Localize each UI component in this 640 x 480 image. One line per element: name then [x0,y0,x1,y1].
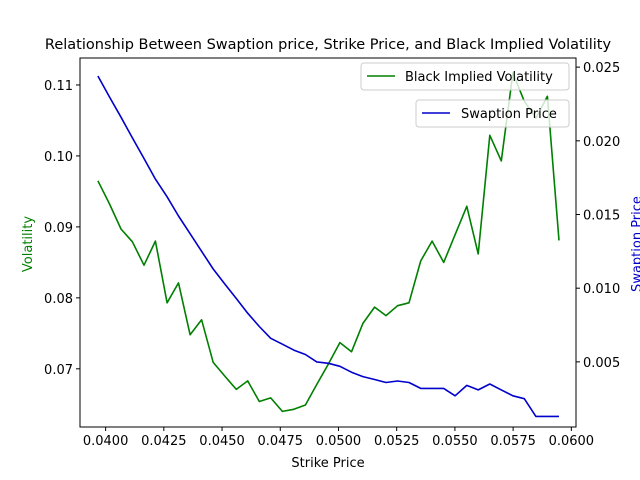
x-tick-label: 0.0600 [549,434,595,449]
x-tick-label: 0.0575 [490,434,536,449]
x-tick-label: 0.0475 [258,434,304,449]
x-tick-label: 0.0525 [374,434,420,449]
y-left-tick-label: 0.09 [44,221,73,236]
y-right-tick-label: 0.020 [583,135,620,150]
x-tick-label: 0.0550 [432,434,478,449]
y-left-tick-label: 0.10 [44,150,73,165]
series-layer [97,72,560,418]
y-right-tick-label: 0.015 [583,209,620,224]
x-tick-label: 0.0425 [141,434,187,449]
legend-volatility: Black Implied Volatility [360,62,570,91]
x-tick-label: 0.0500 [316,434,362,449]
x-tick-label: 0.0400 [83,434,129,449]
legend-price-label: Swaption Price [461,107,557,122]
x-axis: 0.0400 0.0425 0.0450 0.0475 0.0500 0.0525 0.05… [83,427,594,449]
y-left-tick-label: 0.11 [44,79,73,94]
y-left-tick-label: 0.08 [44,292,73,307]
y-right-tick-label: 0.005 [583,356,620,371]
y-right-tick-label: 0.010 [583,282,620,297]
legend-price: Swaption Price [415,99,570,128]
x-tick-label: 0.0450 [199,434,245,449]
plot-area [79,57,577,428]
swaption-price-series-line [97,75,559,418]
legend-volatility-label: Black Implied Volatility [405,70,553,85]
y-axis-right: 0.005 0.010 0.015 0.020 0.025 [576,61,620,371]
x-axis-label: Strike Price [291,456,364,471]
y-axis-left-label: Volatility [21,216,36,272]
y-axis-left: 0.07 0.08 0.09 0.10 0.11 [44,79,80,378]
y-left-tick-label: 0.07 [44,363,73,378]
chart-title: Relationship Between Swaption price, Str… [45,37,612,53]
y-axis-right-label: Swaption Price [630,196,640,292]
plot-frame [79,57,577,428]
y-right-tick-label: 0.025 [583,61,620,76]
